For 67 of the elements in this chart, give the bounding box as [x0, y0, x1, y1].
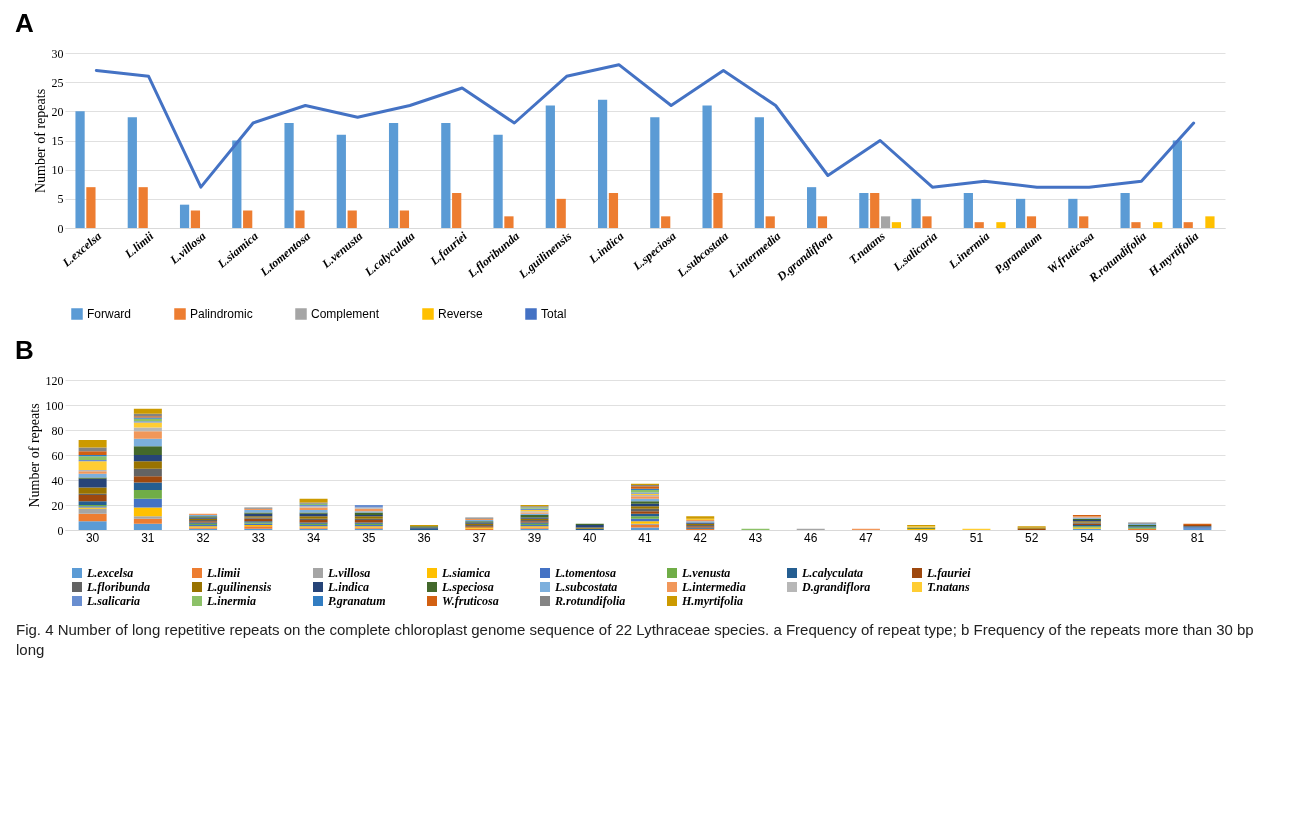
legend-label: T.natans: [927, 580, 970, 594]
x-tick-label: 43: [748, 530, 763, 545]
legend-label: Forward: [87, 307, 132, 321]
y-tick-label: 10: [51, 163, 64, 178]
legend-label: D.grandiflora: [801, 580, 871, 594]
legend-label: L.indica: [327, 580, 369, 594]
y-tick-label: 30: [51, 46, 64, 61]
legend-label: L.venusta: [681, 566, 731, 580]
legend-label: L.floribunda: [86, 580, 151, 594]
y-tick-label: 20: [51, 498, 64, 513]
x-tick-label: 41: [638, 530, 652, 545]
x-tick-label: 33: [251, 530, 266, 545]
x-tick-label: 40: [583, 530, 597, 545]
caption: Fig. 4 Number of long repetitive repeats on the complete chloroplast genome sequence of 22 Lythraceae species. a Frequency of repeat type; b Frequency of the repeats more than 30 bp long: [16, 620, 1255, 659]
y-tick-label: 15: [51, 134, 64, 148]
chart-title: A: [15, 8, 34, 38]
legend-label: L.speciosa: [441, 580, 494, 594]
y-tick-label: 120: [45, 373, 64, 388]
x-tick-label: 51: [969, 530, 984, 545]
x-tick-label: 46: [804, 530, 818, 545]
legend-label: L.guilinensis: [206, 580, 272, 594]
y-tick-label: 60: [51, 448, 64, 463]
x-tick-label: 52: [1024, 530, 1039, 545]
y-tick-label: 40: [51, 473, 64, 488]
x-tick-label: 39: [527, 530, 542, 545]
x-tick-label: 37: [472, 530, 487, 545]
x-tick-label: 54: [1080, 530, 1094, 545]
y-tick-label: 0: [57, 221, 64, 236]
legend-label: L.calyculata: [801, 566, 863, 580]
y-tick-label: 25: [51, 75, 64, 90]
legend-label: L.inermia: [206, 594, 257, 608]
legend-label: L.villosa: [327, 566, 371, 580]
x-tick-label: 42: [693, 530, 708, 545]
y-axis-title: Number of repeats: [26, 403, 42, 508]
y-tick-label: 20: [51, 104, 64, 119]
y-tick-label: 80: [51, 423, 64, 438]
x-tick-label: 30: [85, 530, 100, 545]
legend-label: L.excelsa: [86, 566, 134, 580]
legend-label: L.subcostata: [554, 580, 618, 594]
x-tick-label: 49: [914, 530, 929, 545]
legend-label: R.rotundifolia: [554, 594, 626, 608]
y-axis-title: Number of repeats: [32, 88, 48, 194]
x-tick-label: 59: [1135, 530, 1150, 545]
legend-label: L.siamica: [441, 566, 491, 580]
y-tick-label: 100: [45, 398, 64, 413]
x-tick-label: 47: [859, 530, 873, 545]
legend-label: Total: [541, 307, 567, 321]
x-tick-label: 32: [196, 530, 211, 545]
y-tick-label: 5: [57, 192, 64, 207]
x-tick-label: 36: [417, 530, 432, 545]
x-tick-label: 35: [362, 530, 376, 545]
legend-label: L.fauriei: [926, 566, 972, 580]
x-tick-label: 31: [141, 530, 155, 545]
legend-label: L.limii: [206, 566, 241, 580]
y-tick-label: 0: [57, 523, 64, 538]
legend-label: L.salicaria: [86, 594, 140, 608]
legend-label: W.fruticosa: [442, 594, 499, 608]
legend-label: L.intermedia: [681, 580, 746, 594]
legend-label: Reverse: [438, 307, 484, 321]
x-tick-label: 34: [306, 530, 321, 545]
x-tick-label: 81: [1190, 530, 1205, 545]
legend-label: L.tomentosa: [554, 566, 617, 580]
legend-label: P.granatum: [328, 594, 386, 608]
legend-label: Palindromic: [190, 307, 253, 321]
chart-title: B: [15, 335, 34, 365]
legend-label: Complement: [311, 307, 380, 321]
legend-label: H.myrtifolia: [681, 594, 743, 608]
